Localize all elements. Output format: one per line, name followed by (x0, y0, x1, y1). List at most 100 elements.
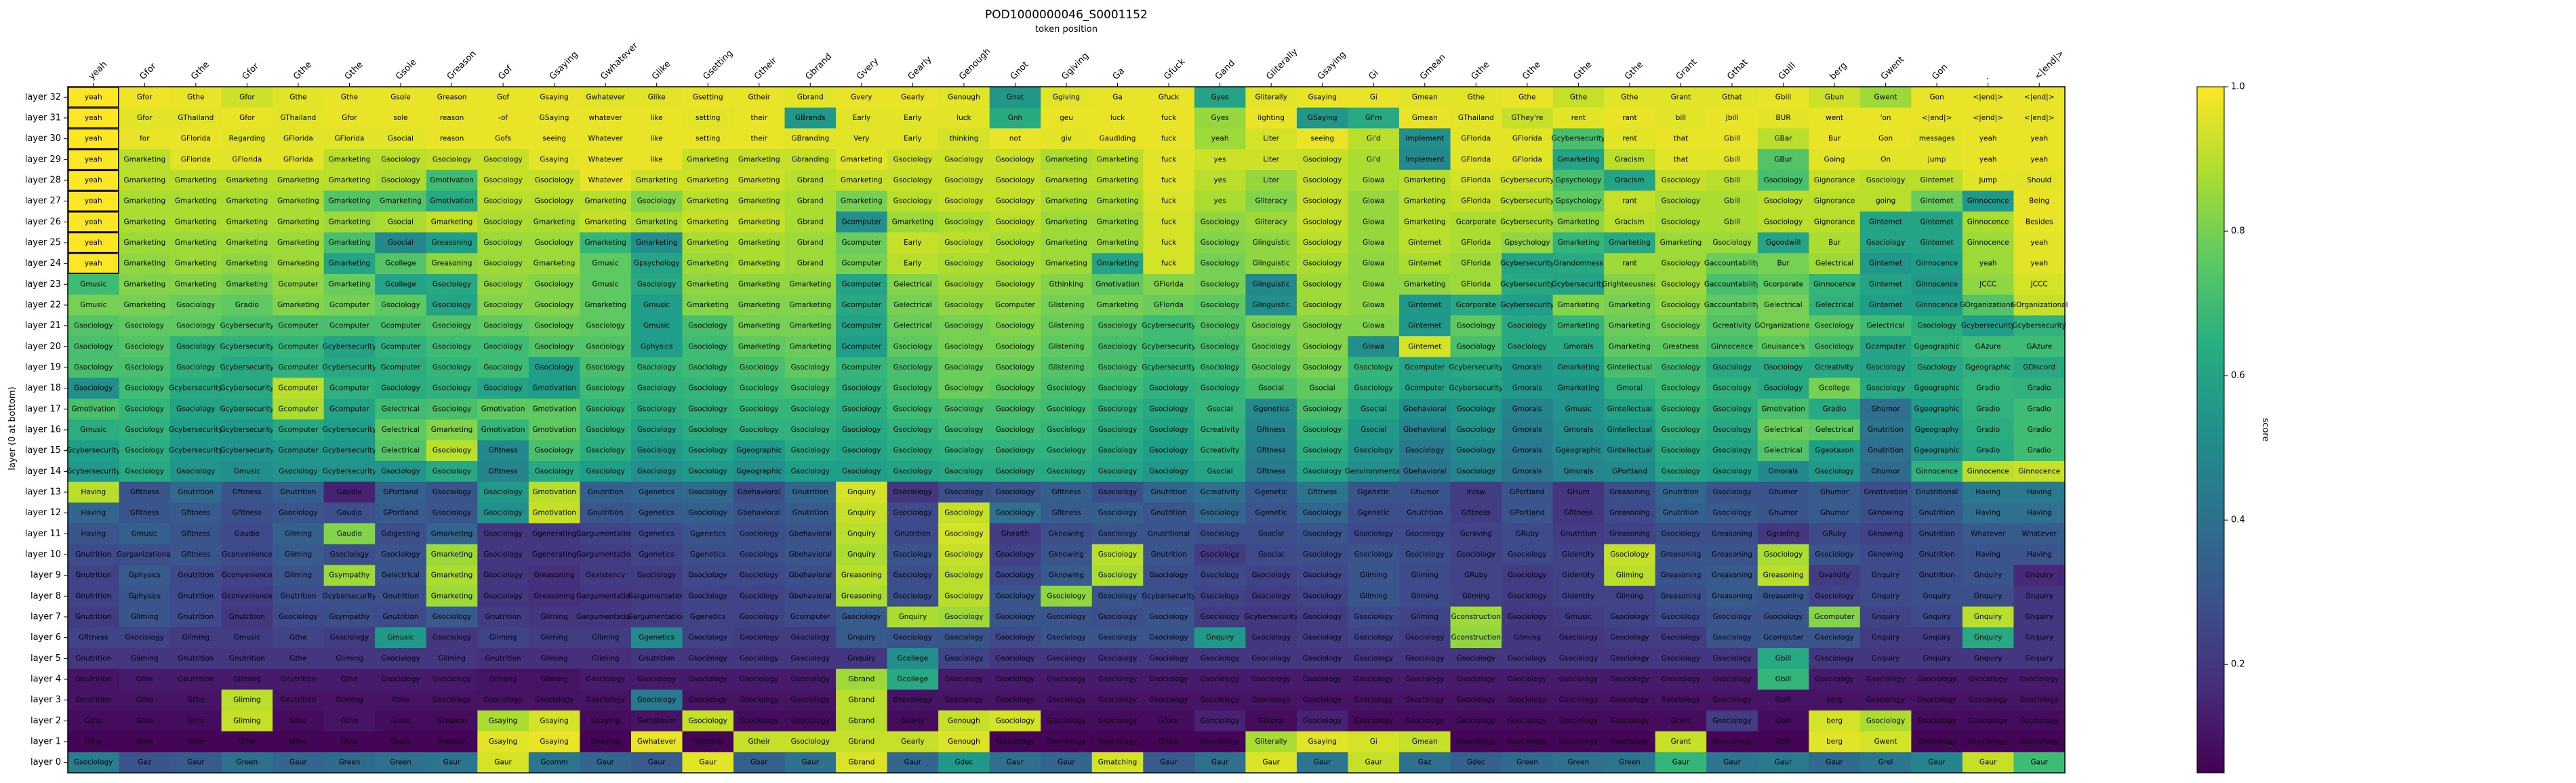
heatmap-cell (119, 627, 171, 649)
cell-label: Gsociology (1201, 301, 1239, 309)
heatmap-cell (1194, 461, 1246, 483)
heatmap-cell (1194, 190, 1246, 212)
cell-label: Gcomputer (381, 363, 421, 372)
heatmap-cell (1296, 752, 1348, 774)
cell-label: Early (853, 114, 871, 122)
heatmap-cell (1911, 544, 1963, 565)
cell-label: Gmarketing (380, 197, 422, 205)
heatmap-cell (221, 627, 273, 649)
cell-label: Gdigesting (382, 529, 420, 538)
cell-label: Gmarketing (738, 239, 780, 247)
cell-label: Gmarketing (738, 301, 780, 309)
cell-label: Gnquiry (847, 488, 876, 496)
cell-label: Gof (497, 93, 510, 101)
heatmap-cell (1502, 294, 1554, 316)
cell-label: Gsociology (381, 675, 420, 683)
heatmap-cell (1706, 731, 1758, 752)
cell-label: Gsociology (125, 342, 164, 350)
heatmap-cell (426, 565, 478, 586)
heatmap-cell (1604, 357, 1656, 378)
heatmap-cell (989, 544, 1041, 565)
heatmap-cell (733, 606, 786, 628)
cell-label: Gsociology (689, 654, 727, 662)
heatmap-cell (580, 523, 632, 545)
heatmap-cell (733, 710, 786, 732)
heatmap-cell (273, 253, 325, 275)
cell-label: yeah (85, 218, 102, 226)
cell-label: Gsociology (996, 675, 1034, 683)
cell-label: Gnutritional (1148, 529, 1190, 538)
cell-label: Gliming (540, 675, 567, 683)
cell-label: Green (1516, 759, 1538, 767)
cell-label: Gintemet (1869, 218, 1902, 226)
heatmap-cell (1348, 128, 1400, 150)
heatmap-cell (1859, 336, 1912, 358)
heatmap-cell (1399, 378, 1451, 399)
heatmap-cell (1245, 523, 1297, 545)
cell-label: Early (904, 239, 922, 247)
heatmap-cell (1757, 544, 1809, 565)
cell-label: Gintemet (1920, 239, 1954, 247)
heatmap-cell (2013, 586, 2066, 607)
cell-label: Gsociology (689, 342, 727, 350)
cell-label: Gsociology (944, 613, 983, 621)
heatmap-cell (938, 502, 990, 524)
heatmap-cell (273, 668, 325, 690)
heatmap-cell (1757, 565, 1809, 586)
heatmap-cell (784, 752, 837, 774)
heatmap-cell (1706, 668, 1758, 690)
heatmap-cell (887, 294, 939, 316)
heatmap-cell (68, 128, 120, 150)
cell-label: Gcybersecurity (220, 426, 275, 434)
cell-label: Greasoning (1609, 509, 1650, 517)
cell-label: Gmarketing (226, 197, 268, 205)
cell-label: Gcomputer (329, 405, 369, 413)
cell-label: Gmotivation (430, 176, 474, 184)
cell-label: Gsaying (591, 717, 620, 725)
heatmap-cell (1859, 731, 1912, 752)
cell-label: Gphysics (641, 342, 672, 350)
heatmap-cell (938, 274, 990, 296)
y-tick-label: layer 32 (25, 92, 61, 102)
cell-label: Gsociology (637, 280, 676, 288)
cell-label: Gmarketing (431, 571, 473, 580)
cell-label: Gsociology (893, 155, 932, 163)
cell-label: Gsociology (1303, 467, 1342, 475)
heatmap-cell (1296, 399, 1348, 420)
heatmap-cell (836, 440, 888, 462)
y-axis-label: layer (0 at bottom) (7, 386, 18, 470)
heatmap-cell (119, 253, 171, 275)
cell-label: Gbehavioral (789, 592, 832, 600)
colorbar-tick-label: 0.4 (2231, 515, 2245, 525)
heatmap-cell (170, 689, 222, 711)
heatmap-cell (528, 169, 580, 191)
heatmap-cell (1604, 378, 1656, 399)
heatmap-cell (733, 294, 786, 316)
cell-label: Gradio (2028, 447, 2051, 455)
cell-label: Gsociology (996, 176, 1034, 184)
cell-label: Greasoning (1712, 529, 1752, 538)
heatmap-cell (1604, 565, 1656, 586)
heatmap-cell (1552, 253, 1605, 275)
heatmap-cell (323, 606, 376, 628)
heatmap-cell (528, 190, 580, 212)
cell-label: yeah (85, 260, 102, 268)
heatmap-cell (1194, 627, 1246, 649)
cell-label: Gaudio (337, 488, 362, 496)
heatmap-cell (375, 731, 427, 752)
cell-label: Gsociology (944, 654, 983, 662)
cell-label: Gradio (1976, 447, 2000, 455)
cell-label: Ggenetics (690, 613, 726, 621)
cell-label: Gbehavioral (738, 488, 781, 496)
cell-label: GFlorida (335, 135, 365, 143)
cell-label: Ginnocence (1916, 260, 1958, 268)
cell-label: Gbrand (848, 717, 874, 725)
cell-label: Gnquiry (1923, 654, 1951, 662)
heatmap-cell (221, 190, 273, 212)
heatmap-cell (2013, 169, 2066, 191)
heatmap-cell (733, 357, 786, 378)
cell-label: Gmotivation (532, 488, 576, 496)
cell-label: Gfor (239, 93, 255, 101)
heatmap-cell (170, 378, 222, 399)
cell-label: Gsociology (996, 550, 1034, 559)
